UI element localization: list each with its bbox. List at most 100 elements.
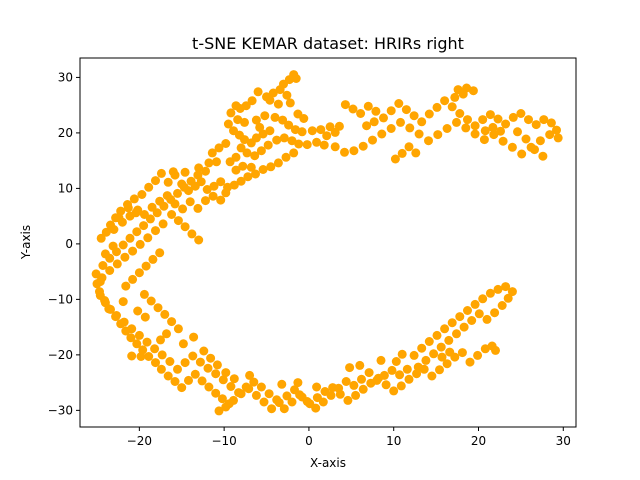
data-point: [231, 165, 241, 175]
data-point: [432, 330, 442, 340]
data-point: [135, 239, 145, 249]
y-tick-label: −10: [48, 292, 73, 306]
data-point: [376, 355, 386, 365]
data-point: [463, 306, 472, 315]
data-point: [96, 233, 106, 243]
data-point: [273, 99, 283, 109]
data-point: [447, 102, 457, 112]
data-point: [517, 149, 527, 159]
data-point: [302, 397, 312, 406]
data-point: [284, 120, 294, 130]
data-point: [238, 161, 248, 171]
data-point: [204, 382, 214, 392]
data-point: [260, 111, 270, 121]
data-point: [397, 148, 407, 158]
data-point: [163, 177, 173, 187]
data-point: [194, 235, 204, 245]
data-point: [189, 332, 199, 342]
data-point: [440, 324, 450, 334]
data-point: [173, 188, 182, 198]
data-point: [507, 142, 517, 152]
data-point: [424, 136, 433, 146]
x-tick-label: 20: [471, 434, 486, 448]
data-point: [371, 106, 381, 116]
data-point: [291, 74, 301, 83]
data-point: [151, 226, 160, 236]
data-point: [470, 129, 480, 139]
data-point: [470, 299, 480, 309]
data-point: [258, 165, 268, 174]
data-point: [345, 363, 355, 373]
data-point: [444, 335, 454, 345]
data-point: [159, 201, 169, 211]
data-point: [437, 352, 447, 362]
data-point: [498, 136, 508, 146]
data-point: [173, 364, 182, 374]
data-point: [178, 204, 188, 214]
data-point: [195, 357, 205, 367]
data-point: [100, 296, 110, 305]
data-point: [295, 390, 305, 400]
data-point: [173, 324, 183, 334]
data-point: [413, 362, 423, 372]
data-point: [240, 135, 249, 145]
data-point: [316, 125, 326, 135]
data-point: [217, 394, 227, 404]
data-point: [134, 268, 144, 278]
data-point: [287, 397, 297, 407]
data-point: [279, 133, 289, 143]
data-point: [452, 329, 461, 339]
data-point: [144, 182, 154, 192]
data-point: [390, 154, 400, 164]
data-point: [478, 115, 488, 125]
data-point: [546, 118, 556, 128]
data-point: [358, 141, 368, 151]
data-point: [95, 287, 104, 297]
data-point: [535, 136, 545, 146]
data-point: [229, 374, 239, 384]
y-tick-label: 0: [65, 237, 73, 251]
data-point: [142, 337, 152, 347]
data-point: [381, 380, 391, 390]
data-point: [493, 114, 503, 124]
data-point: [545, 130, 555, 140]
data-point: [326, 390, 336, 400]
data-point: [355, 360, 365, 370]
data-point: [405, 123, 415, 133]
data-point: [180, 167, 190, 177]
data-point: [482, 314, 492, 324]
data-point: [123, 203, 133, 213]
data-point: [184, 375, 193, 385]
data-point: [221, 139, 231, 148]
data-point: [129, 194, 139, 204]
data-point: [226, 108, 236, 118]
data-point: [409, 350, 419, 360]
data-point: [187, 229, 197, 239]
data-point: [204, 158, 214, 168]
data-point: [216, 177, 226, 187]
data-point: [143, 233, 153, 243]
data-point: [126, 333, 136, 343]
data-point: [131, 208, 141, 218]
data-point: [334, 383, 344, 393]
data-point: [282, 391, 292, 401]
data-point: [208, 191, 218, 201]
data-point: [178, 339, 188, 349]
data-point: [490, 308, 500, 318]
data-point: [127, 324, 137, 334]
data-point: [435, 365, 444, 375]
data-point: [368, 135, 377, 145]
y-tick-label: −30: [48, 403, 73, 417]
data-point: [289, 148, 299, 158]
data-point: [531, 120, 541, 130]
data-point: [163, 371, 173, 381]
data-point: [112, 259, 122, 269]
data-point: [121, 281, 131, 291]
data-point: [251, 390, 261, 400]
data-point: [120, 252, 130, 262]
data-point: [128, 246, 138, 256]
data-point: [521, 134, 531, 144]
data-point: [167, 317, 177, 327]
data-point: [513, 127, 522, 137]
data-point: [133, 306, 143, 316]
